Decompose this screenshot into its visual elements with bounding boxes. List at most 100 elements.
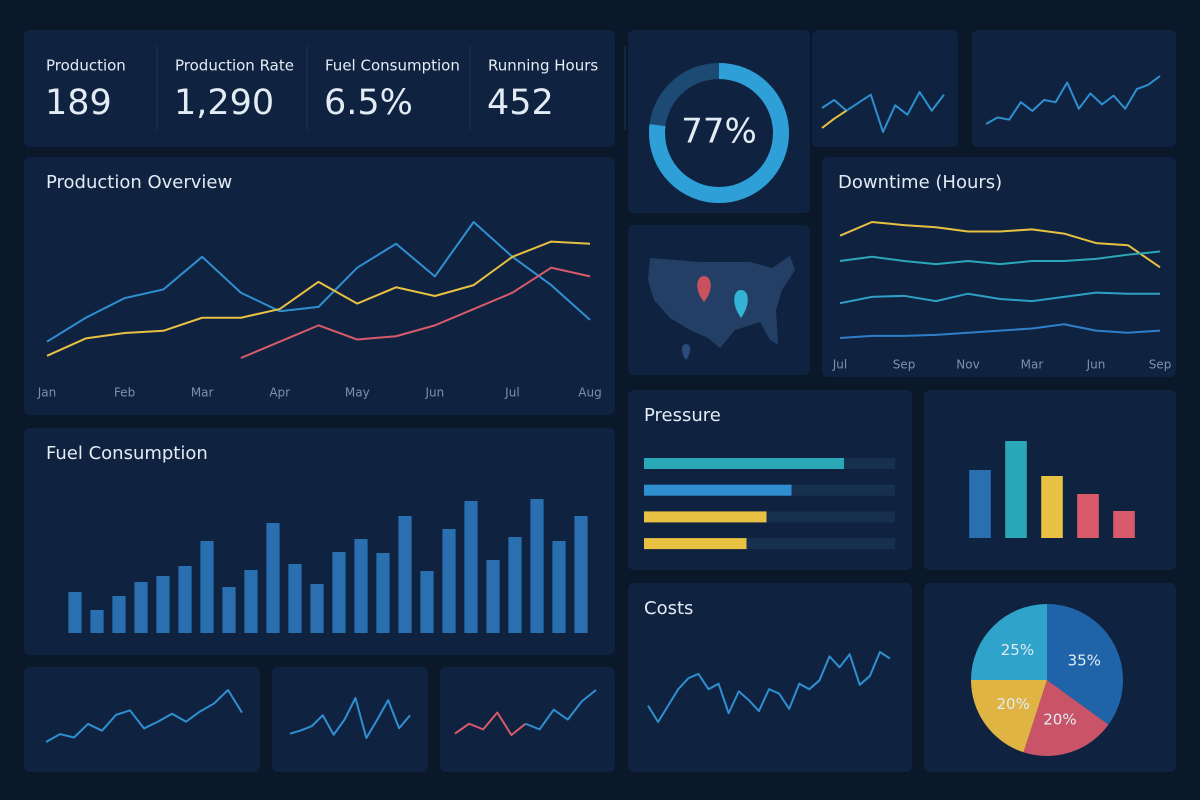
slice-label: 20% (1043, 710, 1076, 728)
slice-label: 25% (1001, 641, 1034, 659)
gauge-arc (649, 63, 789, 203)
pie-slice (1023, 680, 1109, 756)
x-tick-label: May (345, 386, 370, 400)
panel (628, 390, 912, 570)
bar (508, 537, 522, 633)
bar (644, 458, 844, 469)
pie-slice (1047, 604, 1123, 725)
x-tick-label: Nov (956, 358, 979, 372)
panel (822, 157, 1176, 377)
bar-track (644, 511, 895, 523)
line (647, 651, 891, 723)
bar (1077, 494, 1099, 538)
panel (972, 30, 1176, 147)
bar (464, 501, 478, 633)
x-tick-label: Jul (832, 358, 847, 372)
line (839, 323, 1161, 339)
x-tick-label: Jan (37, 386, 57, 400)
bar (644, 484, 792, 496)
x-tick-label: Aug (578, 386, 601, 400)
bar (244, 570, 258, 633)
map-pin (734, 290, 748, 318)
bar (969, 470, 991, 538)
bar (332, 552, 346, 633)
x-tick-label: Jun (1086, 358, 1106, 372)
kpi-label: Fuel Consumption (325, 57, 460, 75)
bar (178, 566, 192, 633)
bar (530, 499, 544, 633)
pie-slice (971, 680, 1047, 753)
chart-title: Production Overview (46, 172, 232, 193)
kpi-value: 452 (487, 83, 554, 123)
chart-title: Downtime (Hours) (838, 172, 1002, 193)
chart-title: Fuel Consumption (46, 443, 208, 464)
panel (812, 30, 958, 147)
map-pin (697, 276, 711, 302)
kpi-value: 1,290 (174, 83, 274, 123)
map-shape (648, 256, 795, 348)
panel (24, 157, 615, 415)
bar (376, 553, 390, 633)
kpi-value: 6.5% (324, 83, 413, 123)
x-tick-label: Sep (1149, 358, 1172, 372)
panel (440, 667, 615, 772)
bar (134, 582, 148, 633)
bar (354, 539, 368, 633)
bar (398, 516, 412, 633)
bar (68, 592, 82, 633)
bar (644, 538, 747, 550)
x-tick-label: Jun (424, 386, 444, 400)
bar (310, 584, 324, 633)
panel (272, 667, 428, 772)
line (46, 240, 591, 357)
bar-track (644, 538, 895, 550)
bar (156, 576, 170, 633)
map-pin (681, 344, 691, 360)
line (985, 75, 1161, 125)
panel (24, 667, 260, 772)
x-tick-label: Mar (191, 386, 214, 400)
line (839, 221, 1161, 269)
bar (266, 523, 280, 633)
bar (552, 541, 566, 633)
kpi-value: 189 (45, 83, 112, 123)
bar (200, 541, 214, 633)
kpi-label: Production (46, 57, 126, 75)
line (821, 91, 945, 133)
kpi-label: Production Rate (175, 57, 294, 75)
pie-slice (971, 604, 1047, 680)
line (454, 711, 527, 736)
bar (222, 587, 236, 633)
bar (486, 560, 500, 633)
kpi-label: Running Hours (488, 57, 598, 75)
chart-title: Pressure (644, 405, 721, 426)
x-tick-label: Jul (504, 386, 519, 400)
x-tick-label: Apr (269, 386, 290, 400)
bar (644, 511, 767, 523)
bar (1005, 441, 1027, 538)
line (821, 109, 847, 129)
x-tick-label: Feb (114, 386, 135, 400)
chart-title: Costs (644, 598, 693, 619)
us-map (648, 256, 795, 360)
slice-label: 20% (997, 695, 1030, 713)
line (525, 689, 597, 731)
x-tick-label: Sep (893, 358, 916, 372)
kpi-panel (24, 30, 615, 147)
panel (628, 583, 912, 772)
line (839, 250, 1161, 266)
x-tick-label: Mar (1021, 358, 1044, 372)
bar (90, 610, 104, 633)
bar (1041, 476, 1063, 538)
bar (574, 516, 588, 633)
line (240, 266, 591, 359)
line (839, 291, 1160, 305)
line (45, 689, 243, 743)
line (289, 697, 411, 739)
bar (288, 564, 302, 633)
bar (420, 571, 434, 633)
gauge-label: 77% (681, 112, 757, 152)
bar (1113, 511, 1135, 538)
bar (112, 596, 126, 633)
